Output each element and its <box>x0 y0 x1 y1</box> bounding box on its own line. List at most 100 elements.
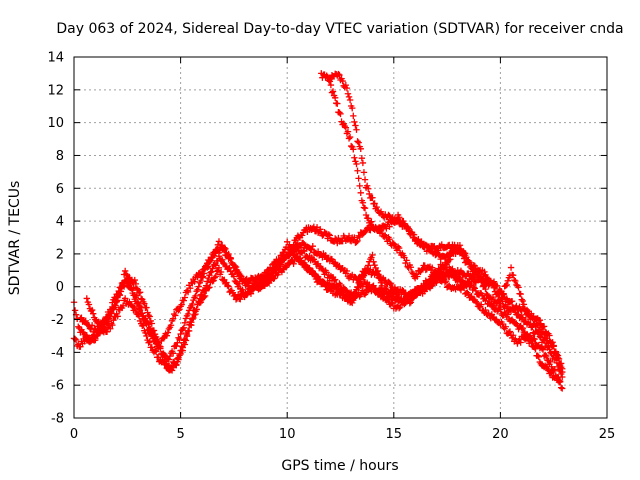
data-point <box>359 199 367 206</box>
data-point <box>112 295 119 302</box>
data-point <box>543 352 550 360</box>
data-point <box>352 289 359 296</box>
y-tick-label: 0 <box>56 280 64 295</box>
data-point <box>490 278 498 285</box>
plot-frame <box>73 56 608 419</box>
data-point <box>481 268 488 276</box>
data-point <box>370 258 377 266</box>
data-point <box>497 306 504 313</box>
data-point <box>152 340 160 347</box>
data-point <box>511 276 518 284</box>
data-point <box>276 256 283 263</box>
data-point <box>527 336 534 343</box>
data-point <box>82 333 89 340</box>
y-tick-label: 4 <box>56 215 64 230</box>
data-point <box>357 145 364 153</box>
x-axis-label: GPS time / hours <box>281 458 398 474</box>
data-point <box>130 284 137 291</box>
data-point <box>370 282 377 289</box>
data-point <box>142 315 149 322</box>
data-point <box>336 109 343 116</box>
data-point <box>181 319 189 327</box>
data-point <box>383 286 390 293</box>
data-point <box>519 325 526 332</box>
data-point <box>367 219 374 227</box>
data-point <box>200 293 208 301</box>
data-point <box>334 284 341 291</box>
data-point <box>92 336 99 344</box>
data-point <box>129 287 136 294</box>
data-point <box>509 272 517 279</box>
data-point <box>329 88 337 95</box>
data-point <box>519 297 526 305</box>
data-point <box>509 332 517 339</box>
data-point <box>369 283 376 291</box>
data-point <box>466 277 473 285</box>
data-point <box>394 243 402 250</box>
data-point <box>186 285 194 292</box>
data-point <box>428 282 436 289</box>
data-point <box>369 194 376 201</box>
data-point <box>192 292 199 300</box>
data-point <box>176 335 183 343</box>
data-point <box>556 378 564 386</box>
data-point <box>161 361 168 368</box>
data-point <box>285 252 292 260</box>
data-point <box>356 182 363 190</box>
data-point <box>425 279 433 286</box>
data-point <box>532 345 539 353</box>
data-point <box>205 263 212 270</box>
y-tick-label: -4 <box>51 346 64 361</box>
data-point <box>268 267 275 274</box>
data-point <box>343 267 351 275</box>
data-point <box>363 265 371 272</box>
x-tick-label: 15 <box>386 427 403 442</box>
data-point <box>351 290 358 297</box>
data-point <box>508 298 516 305</box>
data-point <box>290 260 297 268</box>
data-point <box>407 299 415 306</box>
data-point <box>354 237 361 245</box>
data-point <box>183 331 191 339</box>
data-point <box>541 351 549 359</box>
data-point <box>146 313 153 320</box>
data-point <box>163 332 170 339</box>
data-point <box>465 279 472 286</box>
data-point <box>152 348 160 355</box>
data-point <box>455 276 463 283</box>
data-point <box>336 71 343 79</box>
data-point <box>189 315 196 322</box>
data-point <box>553 351 561 358</box>
data-point <box>409 270 417 277</box>
data-point <box>407 264 415 271</box>
y-tick-label: 10 <box>47 116 64 131</box>
data-point <box>176 350 183 358</box>
data-point <box>342 124 350 131</box>
data-point <box>145 321 152 328</box>
data-point <box>151 334 159 341</box>
data-point <box>358 155 366 162</box>
data-point <box>309 242 316 250</box>
y-axis-label: SDTVAR / TECUs <box>7 181 23 296</box>
data-point <box>325 231 332 238</box>
data-point <box>353 126 360 133</box>
data-point <box>227 255 234 263</box>
data-point <box>225 283 232 290</box>
data-point <box>137 295 145 302</box>
data-point <box>356 233 363 241</box>
data-point <box>339 77 346 85</box>
data-point <box>164 329 172 336</box>
series-track-g <box>70 238 564 386</box>
data-point <box>422 284 429 292</box>
y-tick-label: 12 <box>47 83 64 98</box>
data-point <box>85 301 93 308</box>
data-point <box>459 252 467 259</box>
data-point <box>350 146 357 153</box>
data-point <box>199 273 207 280</box>
data-point <box>96 326 103 333</box>
data-point <box>442 278 450 285</box>
data-point <box>108 306 115 313</box>
data-point <box>102 316 110 323</box>
data-point <box>395 214 403 221</box>
data-point <box>369 251 376 259</box>
